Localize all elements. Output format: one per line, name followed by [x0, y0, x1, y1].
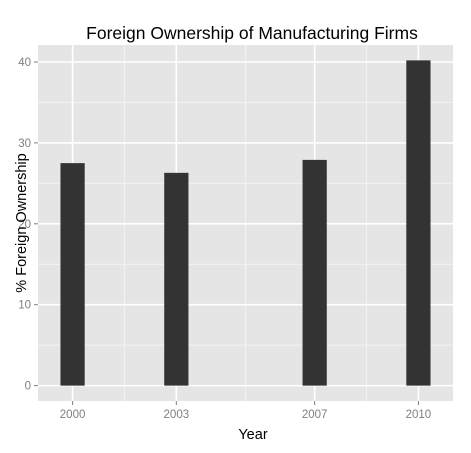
- y-tick-label: 0: [25, 381, 31, 393]
- bar-2010: [406, 60, 431, 386]
- bar-2000: [60, 163, 85, 386]
- y-axis-title: % Foreign Ownership: [14, 153, 30, 292]
- bar-2007: [302, 159, 327, 386]
- x-axis-title: Year: [238, 427, 267, 443]
- chart-title: Foreign Ownership of Manufacturing Firms: [86, 23, 418, 43]
- y-tick-label: 30: [18, 138, 31, 150]
- ticks-group: [34, 61, 419, 405]
- bar-2003: [164, 172, 189, 386]
- y-tick-label: 40: [18, 57, 31, 69]
- x-tick-label: 2007: [302, 409, 328, 421]
- x-tick-label: 2003: [164, 409, 190, 421]
- tick-labels-group: 0 10 20 30 40 2000 2003 2007 2010: [18, 57, 431, 421]
- y-tick-label: 20: [18, 219, 31, 231]
- x-tick-label: 2010: [406, 409, 432, 421]
- minor-gridlines: [38, 45, 453, 401]
- y-tick-label: 10: [18, 300, 31, 312]
- x-tick-label: 2000: [60, 409, 86, 421]
- bars-group: [60, 60, 431, 386]
